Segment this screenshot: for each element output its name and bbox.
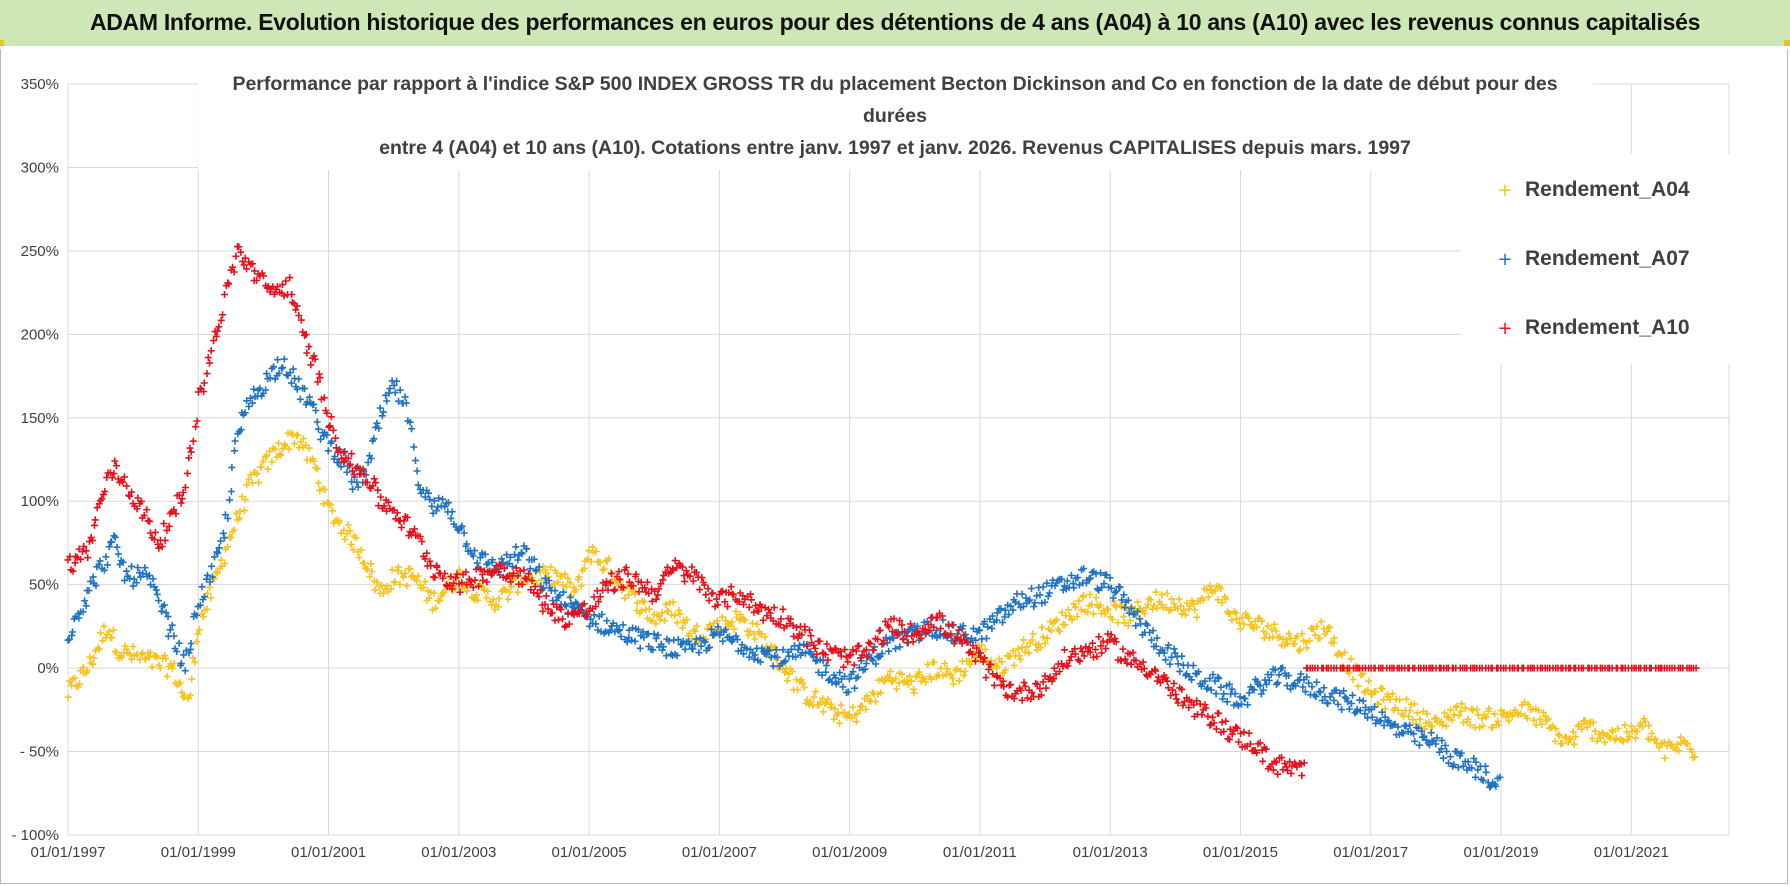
y-tick-label: 350% [21, 76, 59, 93]
x-tick-label: 01/01/2001 [291, 844, 366, 861]
x-tick-label: 01/01/2007 [682, 844, 757, 861]
chart-title-line-2: durées [863, 105, 927, 127]
x-tick-label: 01/01/2005 [552, 844, 627, 861]
series-rendement-a10-flat- [1303, 664, 1700, 672]
x-tick-label: 01/01/2015 [1203, 844, 1278, 861]
x-tick-label: 01/01/2021 [1594, 844, 1669, 861]
y-tick-label: 250% [21, 243, 59, 260]
y-tick-label: 150% [21, 410, 59, 427]
x-tick-label: 01/01/2013 [1073, 844, 1148, 861]
legend-marker-a04: + [1497, 180, 1512, 201]
report-banner: ADAM Informe. Evolution historique des p… [0, 0, 1790, 49]
legend: + Rendement_A04 + Rendement_A07 + Rendem… [1461, 154, 1731, 364]
x-tick-label: 01/01/2009 [812, 844, 887, 861]
chart-title-background [198, 62, 1593, 170]
x-tick-label: 01/01/2019 [1463, 844, 1538, 861]
legend-label-a10: Rendement_A10 [1525, 316, 1690, 339]
series-rendement-a07 [64, 355, 1504, 791]
y-tick-label: - 100% [11, 827, 59, 844]
y-axis-ticks: 350% 300% 250% 200% 150% 100% 50% 0% - 50% - 100% [11, 76, 59, 844]
data-point-marks [64, 429, 1699, 762]
y-tick-label: 0% [37, 660, 59, 677]
data-point-marks [64, 355, 1504, 791]
y-tick-label: 300% [21, 159, 59, 176]
chart-title-line-1: Performance par rapport à l'indice S&P 5… [232, 73, 1557, 95]
series-rendement-a10 [64, 243, 1308, 780]
x-tick-label: 01/01/1999 [161, 844, 236, 861]
y-tick-label: 100% [21, 493, 59, 510]
legend-label-a07: Rendement_A07 [1525, 247, 1690, 270]
legend-marker-a10: + [1497, 318, 1512, 339]
legend-marker-a07: + [1497, 249, 1512, 270]
banner-accent-left [0, 40, 4, 46]
legend-label-a04: Rendement_A04 [1525, 178, 1690, 201]
x-axis-ticks: 01/01/1997 01/01/1999 01/01/2001 01/01/2003… [30, 844, 1668, 861]
legend-background [1461, 154, 1731, 364]
chart-title: Performance par rapport à l'indice S&P 5… [198, 62, 1593, 170]
report-title: ADAM Informe. Evolution historique des p… [89, 9, 1701, 35]
scatter-chart: 350% 300% 250% 200% 150% 100% 50% 0% - 50% - 100%… [11, 62, 1731, 861]
data-point-marks [64, 243, 1308, 780]
y-tick-label: - 50% [20, 744, 59, 761]
x-tick-label: 01/01/2017 [1333, 844, 1408, 861]
y-tick-label: 50% [29, 577, 59, 594]
x-tick-label: 01/01/1997 [30, 844, 105, 861]
data-point-marks [1303, 664, 1700, 672]
x-tick-label: 01/01/2003 [421, 844, 496, 861]
banner-accent-right [1784, 40, 1790, 46]
data-points [64, 243, 1700, 791]
x-tick-label: 01/01/2011 [943, 844, 1017, 861]
series-rendement-a04 [64, 429, 1699, 762]
chart-title-line-3: entre 4 (A04) et 10 ans (A10). Cotations… [379, 137, 1411, 159]
y-tick-label: 200% [21, 326, 59, 343]
